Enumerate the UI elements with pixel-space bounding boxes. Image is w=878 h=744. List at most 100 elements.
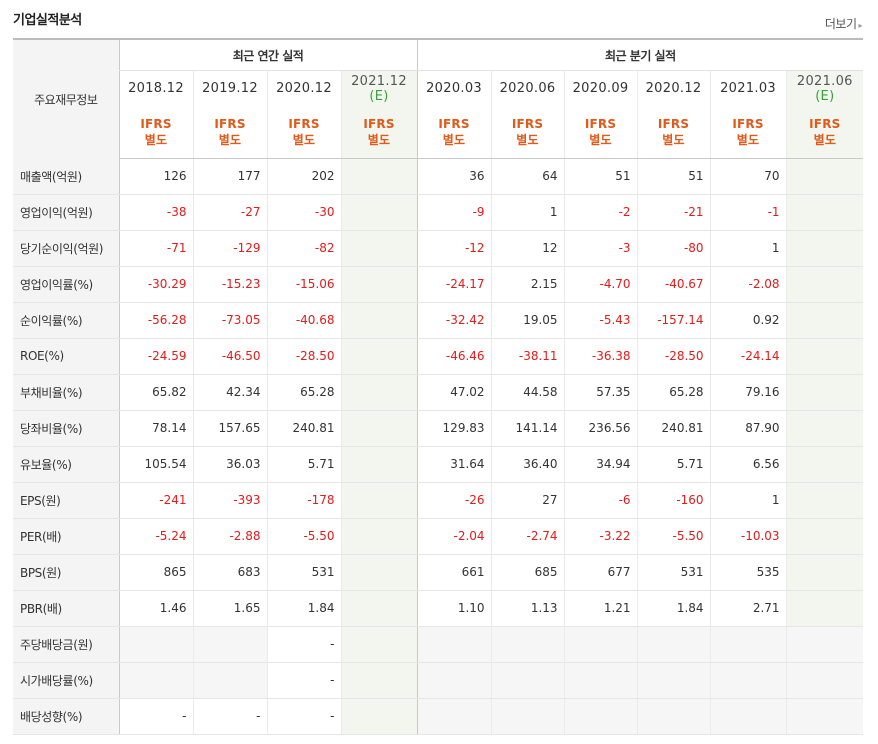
value-cell: 0.92 (709, 302, 787, 339)
value-cell (118, 662, 193, 699)
value-cell: -26 (416, 481, 492, 519)
value-cell: -4.70 (563, 265, 638, 303)
value-cell: -9 (416, 194, 492, 231)
value-cell: 36 (416, 158, 492, 195)
value-cell: -5.50 (636, 518, 711, 555)
row-label: 주당배당금(원) (13, 625, 119, 663)
table-row: 영업이익률(%) -30.29 -15.23 -15.06 -24.17 2.15 -4.7… (13, 265, 864, 303)
value-cell: 202 (266, 158, 341, 195)
period-label: 2019.12 (202, 81, 258, 96)
period-label: 2018.12 (128, 81, 184, 96)
value-cell: -40.68 (266, 302, 341, 339)
value-cell: 1.84 (636, 590, 711, 627)
value-cell: 70 (709, 158, 787, 195)
more-link-label: 더보기 (824, 17, 857, 31)
value-cell: - (266, 662, 341, 699)
value-cell: 677 (563, 554, 638, 591)
value-cell: 236.56 (563, 410, 638, 447)
table-row: 배당성향(%) - - - (13, 698, 864, 735)
value-cell: -38 (118, 194, 193, 231)
value-cell (709, 698, 787, 735)
value-cell (785, 410, 864, 447)
value-cell: -2.88 (192, 518, 267, 555)
value-cell: 42.34 (192, 373, 267, 411)
value-cell: -3.22 (563, 518, 638, 555)
value-cell: -36.38 (563, 338, 638, 375)
row-label: 순이익률(%) (13, 302, 119, 339)
value-cell: -5.43 (563, 302, 638, 339)
value-cell: 105.54 (118, 446, 193, 483)
value-cell: -15.06 (266, 265, 341, 303)
value-cell (340, 518, 418, 555)
value-cell: 5.71 (266, 446, 341, 483)
value-cell: -27 (192, 194, 267, 231)
value-cell: 1 (709, 481, 787, 519)
value-cell: -2.74 (490, 518, 565, 555)
value-cell (785, 302, 864, 339)
value-cell: 683 (192, 554, 267, 591)
value-cell: 12 (490, 230, 565, 267)
value-cell: 65.82 (118, 373, 193, 411)
table-row: PBR(배) 1.46 1.65 1.84 1.10 1.13 1.21 1.84 2.71 (13, 590, 864, 627)
value-cell: 2.71 (709, 590, 787, 627)
value-cell (636, 662, 711, 699)
value-cell: - (118, 698, 193, 735)
ifrs-basis-header: IFRS 별도 (563, 106, 638, 159)
ifrs-basis-header: IFRS 별도 (118, 106, 193, 159)
more-link[interactable]: 더보기 ▸ (824, 15, 863, 32)
period-label: 2020.12 (645, 81, 702, 96)
value-cell: -10.03 (709, 518, 787, 555)
value-cell: 531 (266, 554, 341, 591)
basis-label: 별도 (292, 133, 316, 147)
value-cell: 1 (709, 230, 787, 267)
value-cell: 240.81 (636, 410, 711, 447)
period-label: 2021.12 (351, 73, 407, 89)
value-cell (785, 518, 864, 555)
period-header: 2019.12 (192, 70, 267, 106)
value-cell (490, 625, 565, 663)
ifrs-basis-header: IFRS 별도 (416, 106, 492, 159)
value-cell: -30.29 (118, 265, 193, 303)
value-cell (785, 481, 864, 519)
row-label: 당좌비율(%) (13, 410, 119, 447)
value-cell (563, 698, 638, 735)
value-cell (636, 698, 711, 735)
value-cell: -3 (563, 230, 638, 267)
value-cell (340, 265, 418, 303)
table-row: 부채비율(%) 65.82 42.34 65.28 47.02 44.58 57.35 65.… (13, 373, 864, 411)
row-label: BPS(원) (13, 554, 119, 591)
value-cell (563, 662, 638, 699)
value-cell: 661 (416, 554, 492, 591)
table-row: EPS(원) -241 -393 -178 -26 27 -6 -160 1 (13, 481, 864, 519)
value-cell (785, 338, 864, 375)
value-cell: 129.83 (416, 410, 492, 447)
ifrs-label: IFRS (584, 117, 617, 131)
value-cell: 79.16 (709, 373, 787, 411)
value-cell: -129 (192, 230, 267, 267)
value-cell: 36.40 (490, 446, 565, 483)
basis-label: 별도 (589, 133, 612, 147)
period-label: 2020.12 (276, 81, 332, 96)
row-label: 당기순이익(억원) (13, 230, 119, 267)
chevron-right-icon: ▸ (858, 21, 862, 30)
value-cell: 27 (490, 481, 565, 519)
value-cell: -5.50 (266, 518, 341, 555)
value-cell (340, 302, 418, 339)
value-cell: -24.17 (416, 265, 492, 303)
value-cell (785, 625, 864, 663)
row-label: 영업이익(억원) (13, 194, 119, 231)
value-cell (785, 265, 864, 303)
value-cell: 157.65 (192, 410, 267, 447)
value-cell: 141.14 (490, 410, 565, 447)
value-cell: -71 (118, 230, 193, 267)
value-cell (340, 698, 418, 735)
value-cell (340, 338, 418, 375)
value-cell: - (266, 698, 341, 735)
value-cell: -160 (636, 481, 711, 519)
value-cell: -2 (563, 194, 638, 231)
value-cell: 78.14 (118, 410, 193, 447)
ifrs-basis-header: IFRS 별도 (340, 106, 418, 159)
value-cell: -82 (266, 230, 341, 267)
value-cell: -241 (118, 481, 193, 519)
value-cell (636, 625, 711, 663)
